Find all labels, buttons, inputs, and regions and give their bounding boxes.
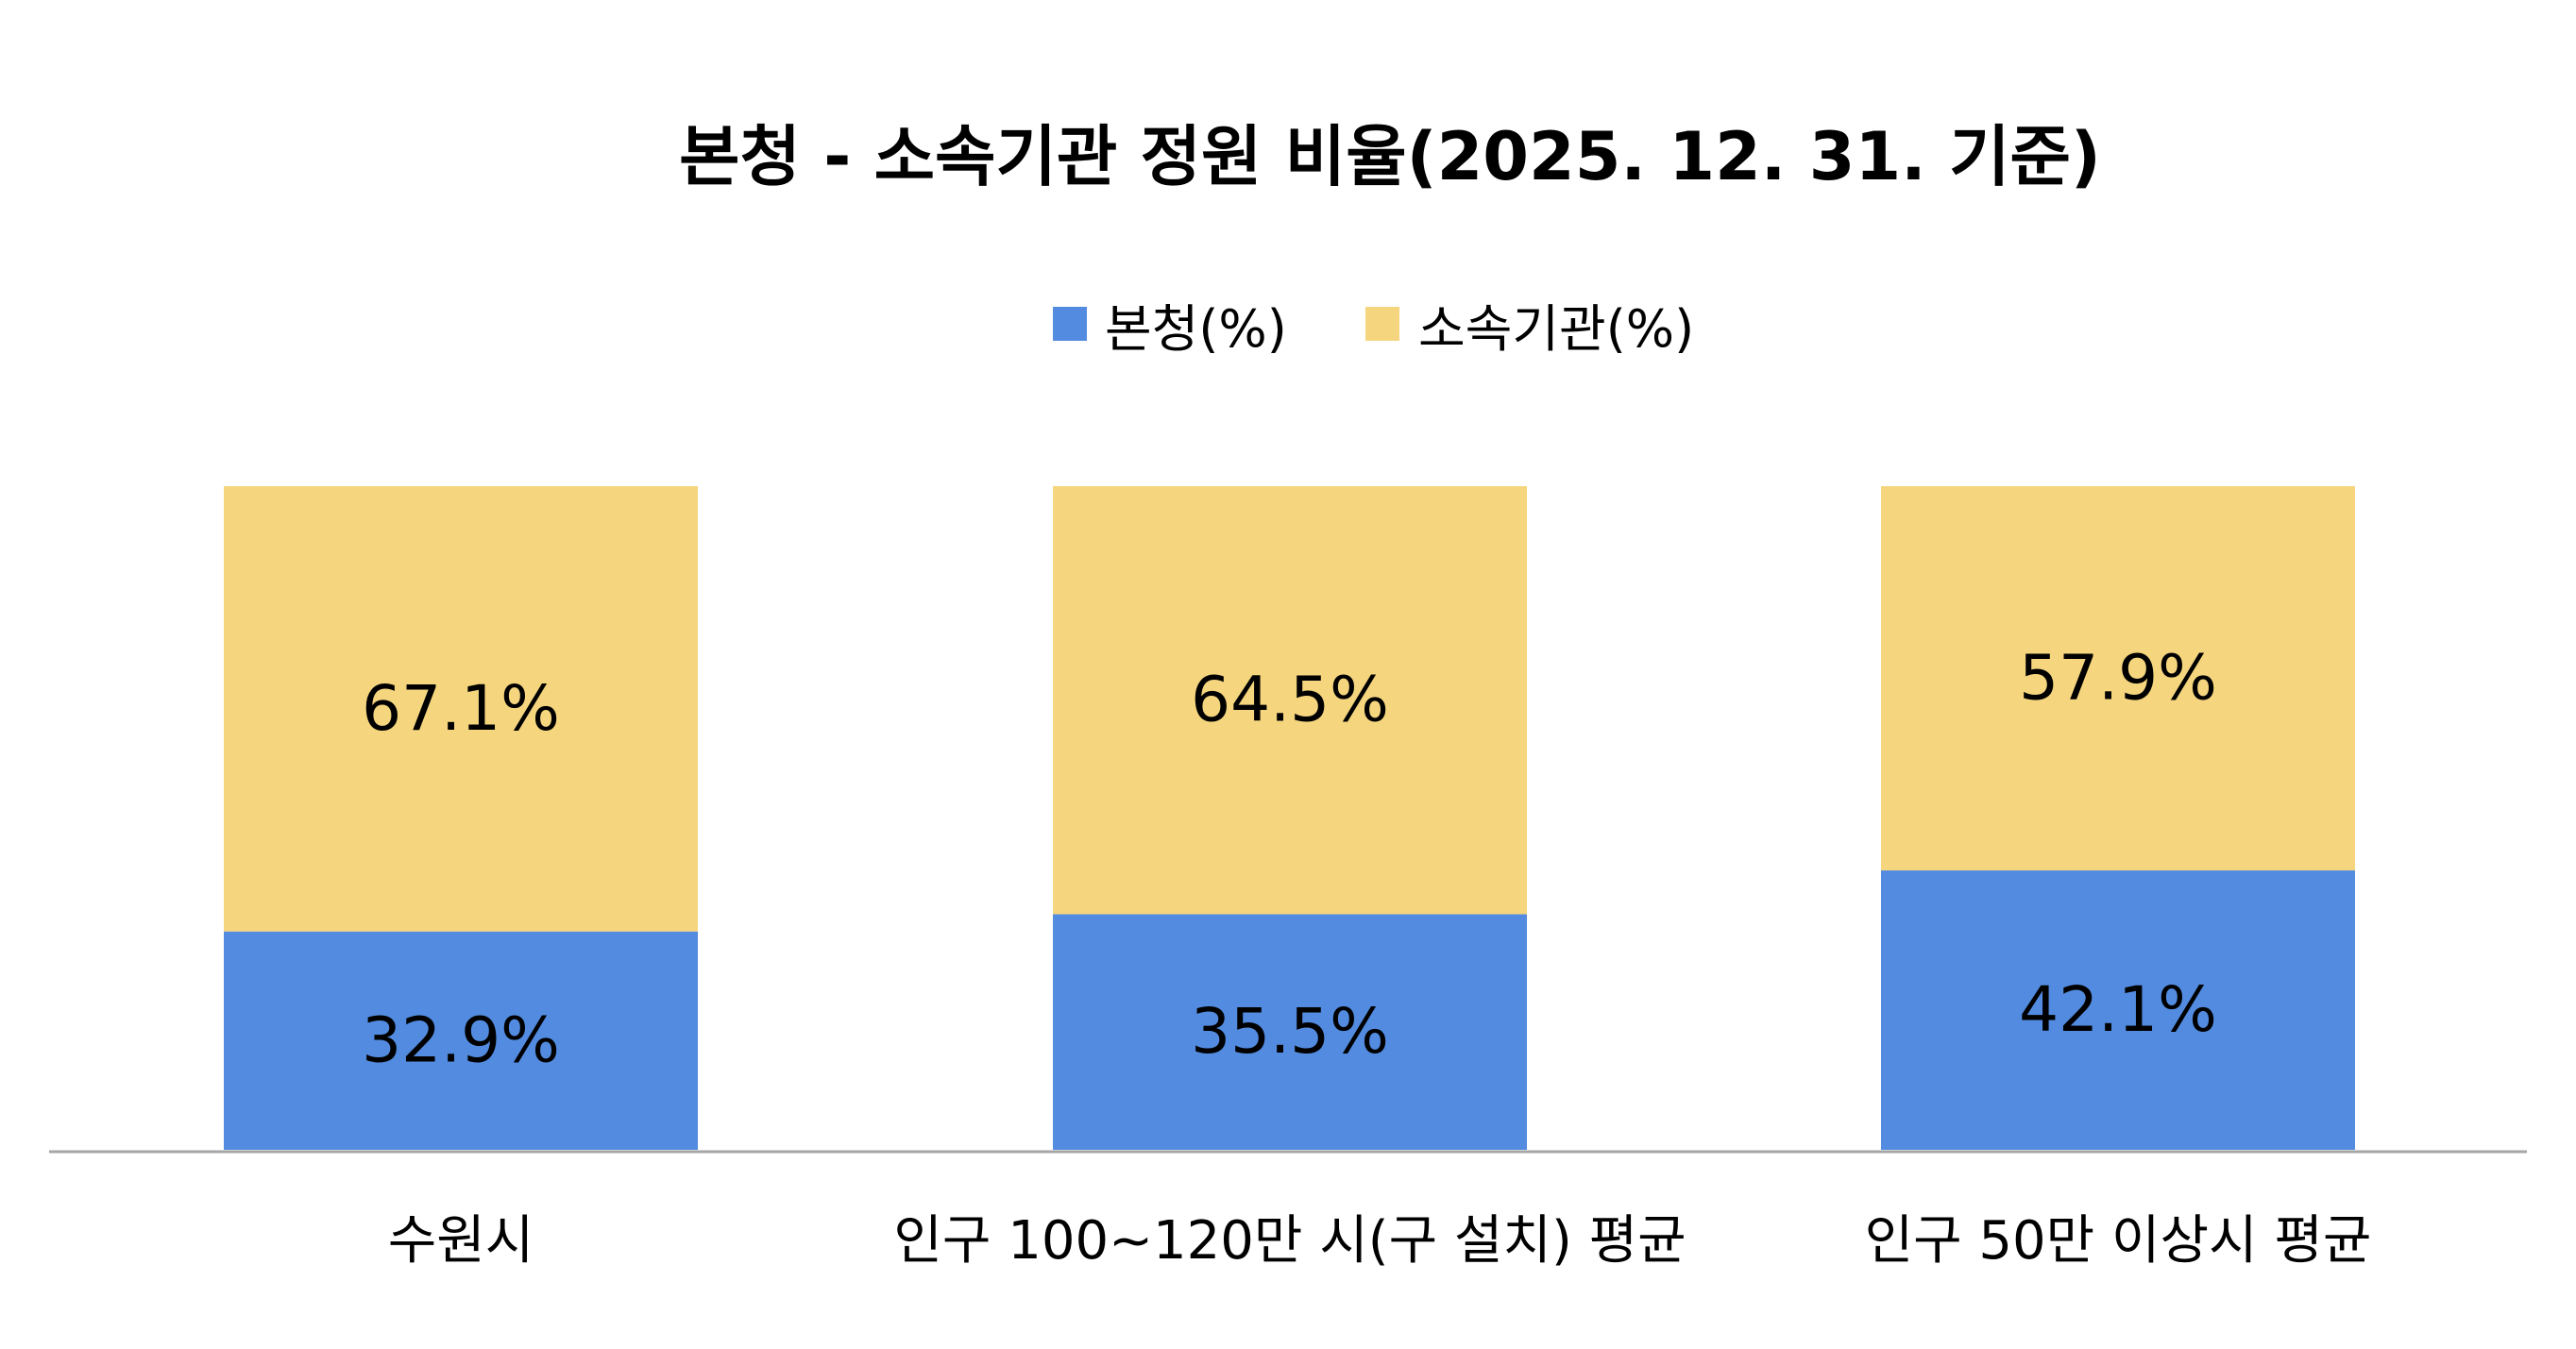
bar-segment-2-1 <box>1881 486 2355 871</box>
chart-title: 본청 - 소속기관 정원 비율(2025. 12. 31. 기준) <box>679 118 2101 195</box>
bar-segment-1-0 <box>1053 914 1527 1150</box>
bar-segment-0-1 <box>224 486 698 932</box>
category-label-1: 인구 100~120만 시(구 설치) 평균 <box>893 1210 1686 1272</box>
category-label-0: 수원시 <box>388 1210 534 1272</box>
data-label-1-1: 64.5% <box>1191 664 1389 736</box>
bars-group: 32.9% 67.1% 35.5% 64.5% 42.1% 57.9% <box>224 486 2355 1150</box>
data-label-2-0: 42.1% <box>2019 973 2217 1046</box>
data-label-0-1: 67.1% <box>362 672 560 745</box>
bar-segment-2-0 <box>1881 870 2355 1150</box>
data-label-2-1: 57.9% <box>2019 642 2217 715</box>
category-labels: 수원시 인구 100~120만 시(구 설치) 평균 인구 50만 이상시 평균 <box>388 1210 2372 1272</box>
category-label-2: 인구 50만 이상시 평균 <box>1865 1210 2372 1272</box>
bar-segment-0-0 <box>224 931 698 1150</box>
legend-label-1: 소속기관(%) <box>1418 299 1694 359</box>
legend: 본청(%) 소속기관(%) <box>1053 299 1694 359</box>
data-label-0-0: 32.9% <box>362 1003 560 1076</box>
data-label-1-0: 35.5% <box>1191 995 1389 1068</box>
legend-swatch-1 <box>1365 307 1399 341</box>
bar-segment-1-1 <box>1053 486 1527 915</box>
legend-label-0: 본청(%) <box>1105 299 1287 359</box>
legend-swatch-0 <box>1053 307 1087 341</box>
